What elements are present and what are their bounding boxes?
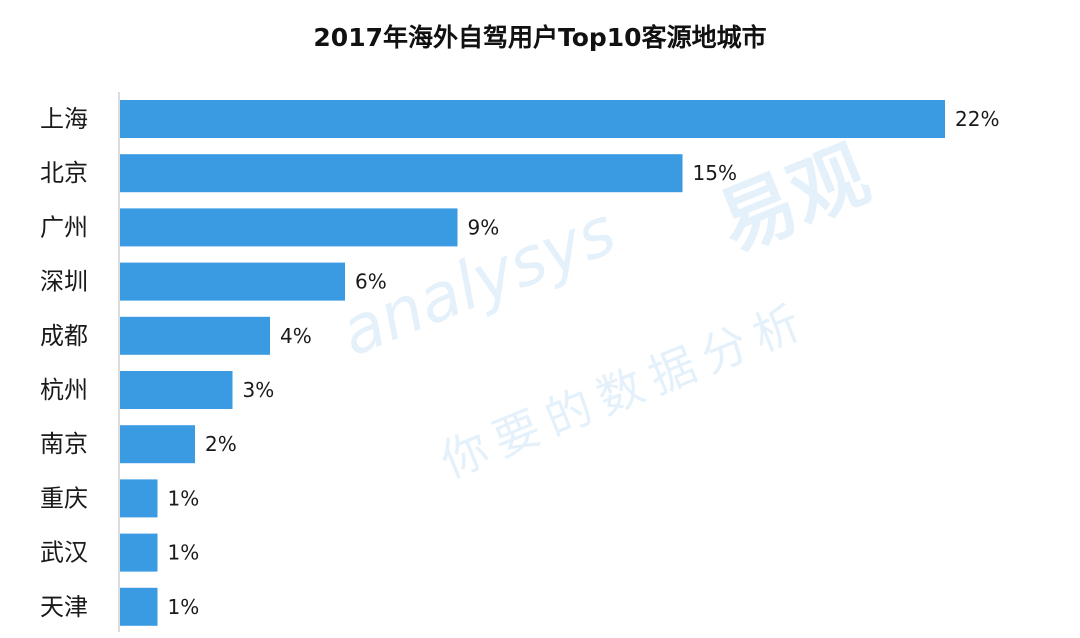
value-label: 4% (280, 324, 312, 348)
value-label: 3% (243, 378, 275, 402)
category-label: 天津 (40, 593, 88, 621)
bar (120, 479, 158, 518)
bar (120, 100, 945, 138)
value-label: 2% (205, 432, 237, 456)
value-label: 1% (168, 486, 200, 510)
value-label: 1% (168, 541, 200, 565)
category-label: 深圳 (40, 268, 88, 296)
bar (120, 587, 158, 626)
bars-group: 上海 22% 北京 15% 广州 9% 深圳 6% 成都 4% 杭州 3% 南京 2% 重庆 1% 武汉 1% 天津… (40, 100, 999, 626)
category-label: 上海 (40, 105, 88, 133)
value-label: 6% (355, 270, 387, 294)
category-label: 南京 (40, 430, 88, 458)
bar (120, 316, 270, 355)
category-label: 武汉 (40, 539, 88, 567)
category-label: 杭州 (40, 376, 88, 404)
value-label: 1% (168, 595, 200, 619)
value-label: 15% (693, 161, 737, 185)
category-label: 广州 (40, 213, 88, 241)
value-label: 22% (955, 107, 999, 131)
category-label: 北京 (40, 159, 88, 187)
bar (120, 425, 195, 464)
bar (120, 262, 345, 301)
category-label: 成都 (40, 322, 88, 350)
chart-title: 2017年海外自驾用户Top10客源地城市 (313, 23, 767, 52)
category-label: 重庆 (40, 484, 88, 512)
bar (120, 371, 233, 409)
bar (120, 154, 683, 193)
bar (120, 533, 158, 572)
value-label: 9% (468, 215, 500, 239)
bar (120, 208, 458, 247)
